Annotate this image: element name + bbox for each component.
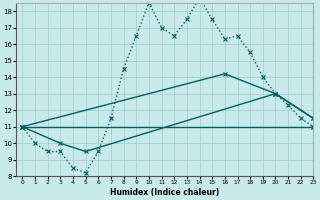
X-axis label: Humidex (Indice chaleur): Humidex (Indice chaleur) <box>110 188 219 197</box>
